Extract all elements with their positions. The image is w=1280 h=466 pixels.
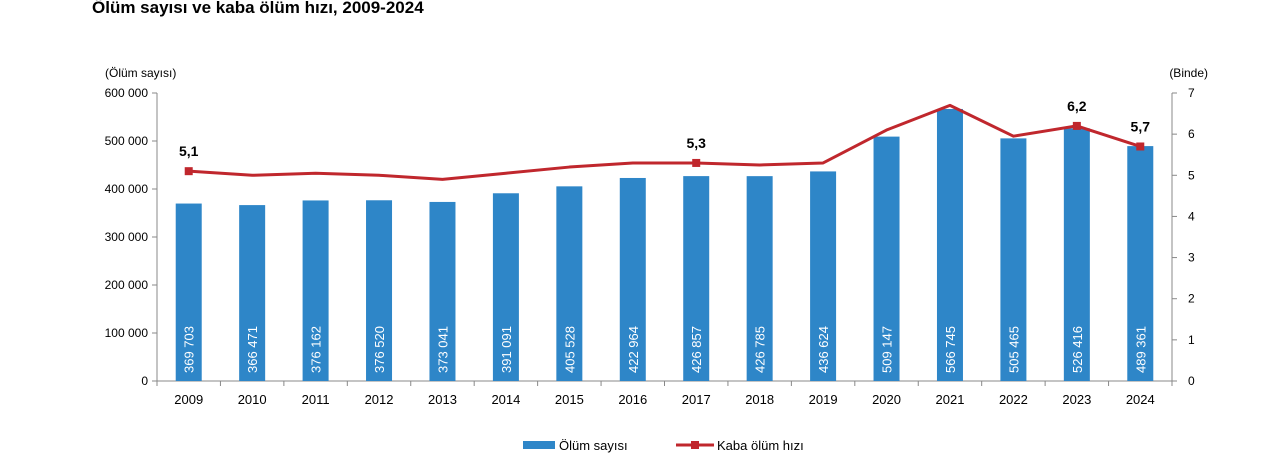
bar-value-label: 405 528 [562,326,577,373]
line-data-label: 5,1 [179,143,199,159]
bar [1127,146,1154,381]
bar-value-label: 369 703 [182,326,197,373]
y-right-tick-label: 6 [1188,127,1195,141]
bar [429,201,456,381]
bar [175,203,202,381]
bar-value-label: 366 471 [245,326,260,373]
bar [810,171,837,381]
line-series [188,103,1141,181]
y-right-tick-label: 5 [1188,168,1195,182]
bar-value-label: 391 091 [499,326,514,373]
bar [873,136,900,381]
bar-value-label: 505 465 [1006,326,1021,373]
bar-value-label: 436 624 [816,326,831,373]
bar [746,176,773,381]
x-tick-label: 2014 [491,392,520,407]
x-tick-label: 2018 [745,392,774,407]
y-right-tick-label: 2 [1188,292,1195,306]
y-left-tick-label: 400 000 [105,182,149,196]
line-marker [1072,121,1081,130]
bar [1063,128,1090,381]
y-left-tick-label: 500 000 [105,134,149,148]
y-left-tick-label: 300 000 [105,230,149,244]
x-tick-label: 2012 [365,392,394,407]
y-right-tick-label: 0 [1188,374,1195,388]
x-tick-label: 2021 [936,392,965,407]
bar-value-label: 566 745 [943,326,958,373]
x-tick-label: 2011 [302,392,330,407]
bar-value-label: 509 147 [880,326,895,373]
x-tick-label: 2020 [872,392,901,407]
bar-value-label: 376 162 [309,326,324,373]
line-marker [184,167,193,176]
x-tick-label: 2016 [618,392,647,407]
y-right-tick-label: 7 [1188,86,1195,100]
bar [492,193,519,381]
bar [239,205,266,381]
bar [556,186,583,381]
bar-value-label: 526 416 [1070,326,1085,373]
y-right-tick-label: 3 [1188,251,1195,265]
y-left-tick-label: 200 000 [105,278,149,292]
bar-value-label: 489 361 [1133,326,1148,373]
chart-title: Ölüm sayısı ve kaba ölüm hızı, 2009-2024 [92,0,424,17]
bar [936,108,963,381]
legend-label-line: Kaba ölüm hızı [717,438,804,453]
legend-swatch-bar [523,441,555,449]
bar [302,200,329,381]
y-left-tick-label: 600 000 [105,86,149,100]
bar [366,200,393,381]
y-left-tick-label: 0 [141,374,148,388]
bar-value-label: 426 785 [753,326,768,373]
x-tick-label: 2015 [555,392,584,407]
x-tick-label: 2019 [809,392,838,407]
line-data-label: 5,3 [686,135,706,151]
legend-label-bar: Ölüm sayısı [559,438,628,453]
y-right-tick-label: 1 [1188,333,1195,347]
y-right-tick-label: 4 [1188,209,1195,223]
line-data-label: 6,2 [1067,98,1087,114]
y-left-tick-label: 100 000 [105,326,149,340]
line-marker [1136,142,1145,151]
x-tick-label: 2023 [1062,392,1091,407]
x-tick-label: 2009 [174,392,203,407]
bar [619,177,646,381]
bar-value-label: 422 964 [626,326,641,373]
line-marker [692,158,701,167]
bar-value-label: 376 520 [372,326,387,373]
y-left-axis-label: (Ölüm sayısı) [105,66,176,80]
bar [683,176,710,381]
x-tick-label: 2013 [428,392,457,407]
x-tick-label: 2010 [238,392,267,407]
line-data-label: 5,7 [1131,118,1151,134]
bar [1000,138,1027,381]
legend-swatch-marker [691,441,699,449]
bar-value-label: 426 857 [689,326,704,373]
x-tick-label: 2024 [1126,392,1155,407]
x-tick-label: 2022 [999,392,1028,407]
bar-value-label: 373 041 [435,326,450,373]
y-right-axis-label: (Binde) [1169,66,1208,80]
x-tick-label: 2017 [682,392,711,407]
